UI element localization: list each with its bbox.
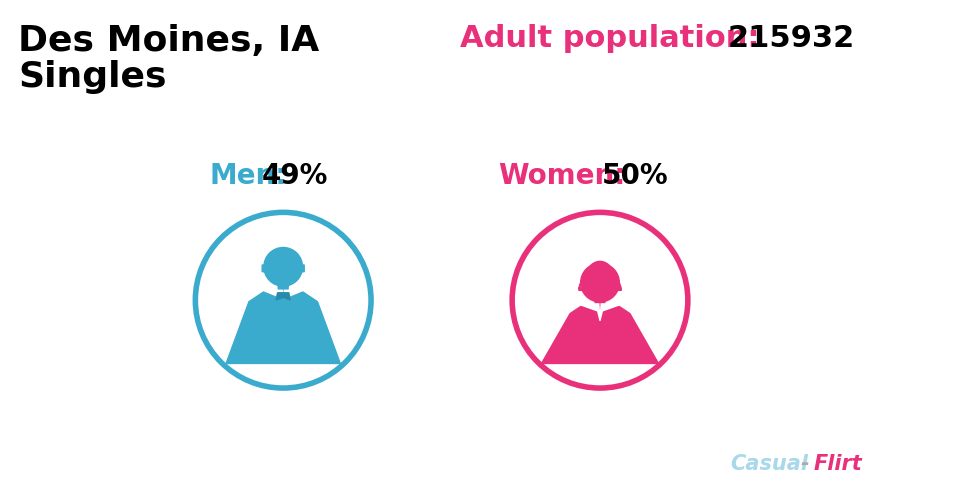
Text: Women:: Women: bbox=[498, 162, 625, 189]
Text: Men:: Men: bbox=[210, 162, 287, 189]
FancyBboxPatch shape bbox=[262, 266, 267, 272]
Polygon shape bbox=[283, 291, 303, 307]
Circle shape bbox=[264, 248, 302, 287]
Polygon shape bbox=[263, 291, 283, 307]
Polygon shape bbox=[276, 293, 290, 300]
Polygon shape bbox=[616, 305, 659, 364]
Polygon shape bbox=[301, 292, 340, 364]
Text: 215932: 215932 bbox=[728, 24, 855, 53]
Polygon shape bbox=[227, 292, 265, 364]
FancyBboxPatch shape bbox=[300, 266, 304, 272]
Text: Singles: Singles bbox=[18, 60, 166, 94]
Polygon shape bbox=[594, 300, 606, 304]
Text: Casual: Casual bbox=[730, 453, 808, 473]
Text: -: - bbox=[800, 453, 808, 473]
Polygon shape bbox=[275, 293, 292, 333]
Text: 49%: 49% bbox=[262, 162, 328, 189]
Polygon shape bbox=[600, 304, 622, 321]
Polygon shape bbox=[578, 304, 600, 321]
Text: Adult population:: Adult population: bbox=[460, 24, 759, 53]
Text: 50%: 50% bbox=[602, 162, 668, 189]
Polygon shape bbox=[579, 262, 621, 291]
Text: Des Moines, IA: Des Moines, IA bbox=[18, 24, 320, 58]
Text: Flirt: Flirt bbox=[814, 453, 863, 473]
Polygon shape bbox=[541, 305, 584, 364]
Circle shape bbox=[581, 264, 619, 302]
Polygon shape bbox=[230, 292, 336, 364]
Polygon shape bbox=[545, 305, 655, 364]
Polygon shape bbox=[277, 284, 289, 293]
